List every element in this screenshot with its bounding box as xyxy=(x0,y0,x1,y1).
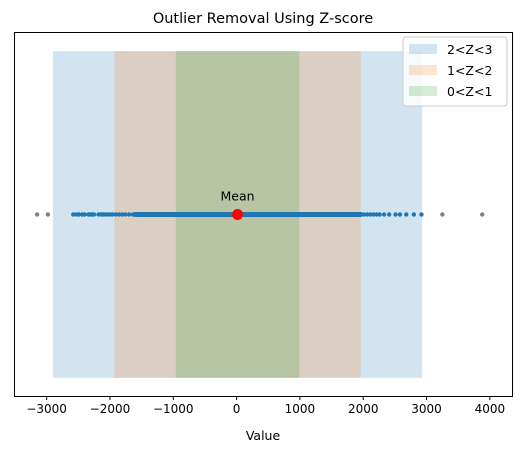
axes-frame xyxy=(14,32,513,397)
data-point xyxy=(113,212,118,217)
data-point xyxy=(110,212,115,217)
x-tick-label: 0 xyxy=(233,402,241,416)
x-axis-label: Value xyxy=(246,428,281,443)
data-point xyxy=(377,212,382,217)
mean-marker xyxy=(232,209,244,220)
x-tick-label: 3000 xyxy=(411,402,442,416)
data-point xyxy=(116,212,122,217)
data-point xyxy=(393,212,398,217)
data-point xyxy=(361,212,367,217)
data-point xyxy=(419,212,424,217)
legend-swatch xyxy=(409,44,437,54)
outlier-point xyxy=(440,212,445,217)
x-tick-label: 2000 xyxy=(348,402,379,416)
data-point xyxy=(76,212,82,217)
x-axis-ticks: −3000 −2000 −1000 0 1000 2000 3000 4000 xyxy=(26,396,505,416)
x-tick-label: 4000 xyxy=(475,402,506,416)
x-tick-label: −1000 xyxy=(153,402,194,416)
data-point xyxy=(82,212,87,217)
data-point xyxy=(381,212,387,217)
data-point xyxy=(411,212,417,217)
legend: 2<Z<3 1<Z<2 0<Z<1 xyxy=(402,36,508,107)
data-points xyxy=(34,212,485,217)
x-tick-label: −3000 xyxy=(26,402,67,416)
data-point xyxy=(71,212,76,217)
data-point xyxy=(130,212,135,217)
legend-label: 2<Z<3 xyxy=(447,42,492,57)
data-point xyxy=(386,212,392,217)
data-point xyxy=(119,212,125,217)
data-point xyxy=(122,212,128,217)
x-tick-label: −2000 xyxy=(90,402,131,416)
legend-label: 0<Z<1 xyxy=(447,84,492,99)
data-point xyxy=(404,212,409,217)
data-point xyxy=(364,212,370,217)
x-tick-label: 1000 xyxy=(285,402,316,416)
data-point xyxy=(367,212,373,217)
outlier-point xyxy=(480,212,485,217)
outlier-point xyxy=(34,212,40,217)
legend-swatch xyxy=(409,65,437,75)
data-point xyxy=(374,212,379,217)
legend-label: 1<Z<2 xyxy=(447,63,492,78)
outlier-point xyxy=(45,212,51,217)
mean-label: Mean xyxy=(221,189,255,204)
data-point xyxy=(134,212,139,217)
data-point xyxy=(397,212,403,217)
data-point xyxy=(126,212,132,217)
legend-swatch xyxy=(409,86,437,96)
data-point xyxy=(91,212,97,217)
data-point xyxy=(371,212,376,217)
chart-title: Outlier Removal Using Z-score xyxy=(153,11,373,27)
legend-frame xyxy=(402,36,508,107)
